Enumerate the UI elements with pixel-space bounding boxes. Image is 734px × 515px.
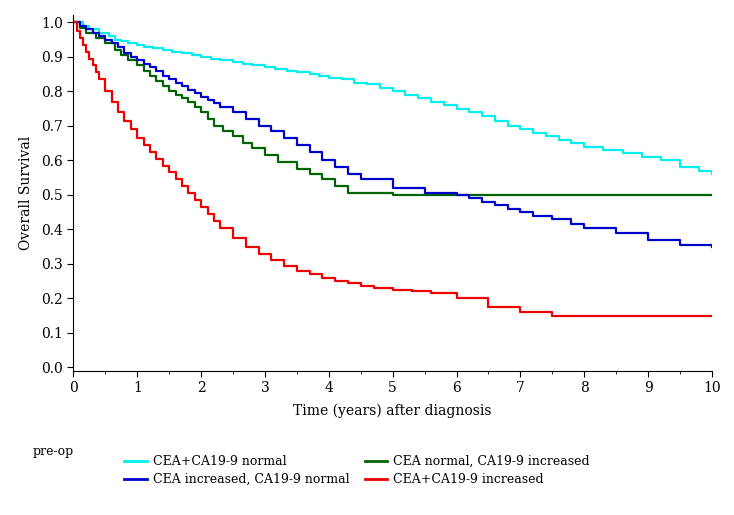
X-axis label: Time (years) after diagnosis: Time (years) after diagnosis (294, 404, 492, 418)
Legend: CEA+CA19-9 normal, CEA increased, CA19-9 normal, CEA normal, CA19-9 increased, C: CEA+CA19-9 normal, CEA increased, CA19-9… (124, 455, 590, 486)
Text: pre-op: pre-op (33, 445, 74, 458)
Y-axis label: Overall Survival: Overall Survival (19, 136, 33, 250)
